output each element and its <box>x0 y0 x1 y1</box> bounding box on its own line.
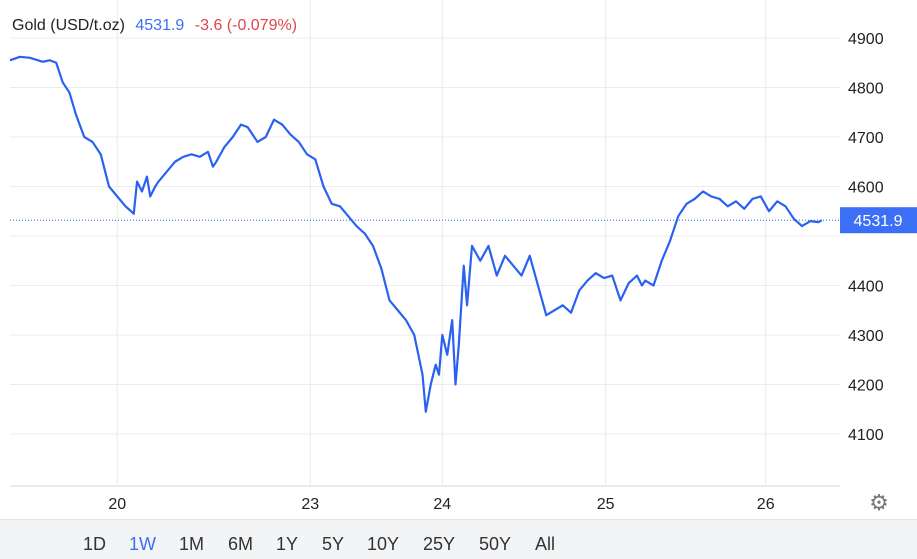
range-button-50y[interactable]: 50Y <box>479 534 512 554</box>
range-button-1y[interactable]: 1Y <box>276 534 299 554</box>
x-tick-label: 24 <box>433 496 451 513</box>
y-tick-label: 4400 <box>848 279 884 296</box>
range-button-5y[interactable]: 5Y <box>322 534 345 554</box>
price-change: -3.6 (-0.079%) <box>194 17 298 34</box>
x-tick-label: 20 <box>108 496 126 513</box>
range-button-25y[interactable]: 25Y <box>423 534 456 554</box>
price-badge: 4531.9 <box>840 207 917 234</box>
x-tick-label: 25 <box>597 496 615 513</box>
y-tick-label: 4900 <box>848 31 884 48</box>
range-button-1m[interactable]: 1M <box>179 534 205 554</box>
range-button-1w[interactable]: 1W <box>129 534 156 554</box>
series-layer <box>9 55 823 413</box>
range-toolbar: 1D 1W 1M 6M 1Y 5Y 10Y 25Y 50Y All <box>0 519 917 559</box>
range-button-10y[interactable]: 10Y <box>367 534 400 554</box>
x-tick-label: 26 <box>757 496 775 513</box>
y-axis-ticks: 4100 4200 4300 4400 4600 4700 4800 4900 <box>848 31 884 444</box>
x-axis-ticks: 20 23 24 25 26 <box>108 496 774 513</box>
price-badge-label: 4531.9 <box>854 213 903 230</box>
series-line-gold <box>9 55 823 413</box>
range-button-6m[interactable]: 6M <box>228 534 254 554</box>
range-button-1d[interactable]: 1D <box>83 534 107 554</box>
y-tick-label: 4600 <box>848 180 884 197</box>
chart-header: Gold (USD/t.oz) 4531.9 -3.6 (-0.079%) <box>12 17 303 35</box>
current-price: 4531.9 <box>135 17 185 34</box>
x-tick-label: 23 <box>301 496 319 513</box>
y-tick-label: 4100 <box>848 427 884 444</box>
y-tick-label: 4200 <box>848 378 884 395</box>
grid-lines <box>10 0 840 486</box>
y-tick-label: 4300 <box>848 328 884 345</box>
gear-icon[interactable]: ⚙ <box>869 490 889 515</box>
y-tick-label: 4700 <box>848 130 884 147</box>
symbol-title: Gold (USD/t.oz) <box>12 17 125 34</box>
range-button-all[interactable]: All <box>535 534 556 554</box>
y-tick-label: 4800 <box>848 81 884 98</box>
price-badge-bg <box>840 207 917 234</box>
